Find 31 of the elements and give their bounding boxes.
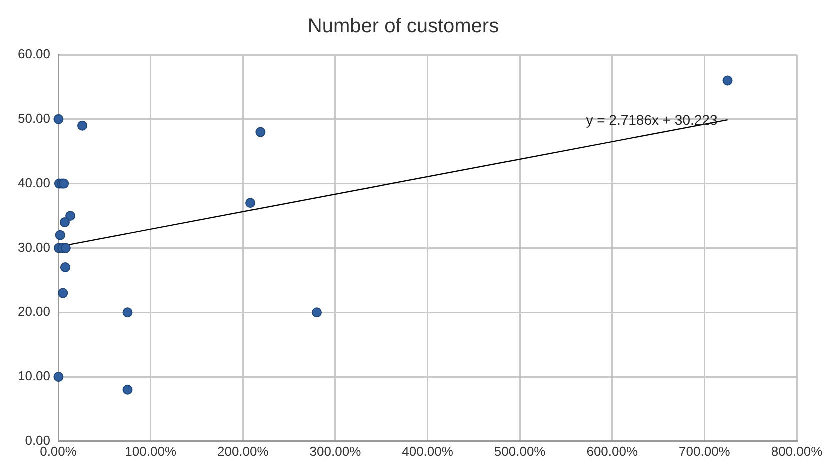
y-tick-label: 20.00: [18, 304, 51, 320]
point: [54, 114, 64, 124]
x-tick-label: 300.00%: [310, 444, 362, 459]
x-tick-label: 100.00%: [125, 444, 177, 459]
x-tick-label: 600.00%: [586, 444, 638, 459]
point: [55, 230, 66, 240]
point: [78, 120, 88, 131]
annotation: y = 2.7186x + 30.223: [586, 112, 718, 128]
point: [312, 308, 322, 318]
x-tick-label: 200.00%: [217, 444, 270, 459]
point: [722, 76, 733, 86]
point: [122, 308, 133, 318]
point: [54, 372, 64, 382]
y-tick-label: 40.00: [18, 175, 51, 190]
x-tick-label: 400.00%: [402, 444, 454, 459]
y-tick-label: 30.00: [18, 240, 51, 255]
point: [246, 198, 256, 208]
point: [60, 243, 71, 254]
point: [58, 288, 68, 298]
point: [66, 211, 76, 221]
chart-title: Number of customers: [308, 16, 500, 38]
point: [60, 217, 70, 228]
x-tick-label: 800.00%: [771, 444, 824, 459]
y-tick-label: 10.00: [18, 368, 51, 384]
point: [256, 127, 266, 138]
point: [122, 384, 133, 395]
y-tick-label: 60.00: [18, 46, 51, 62]
point: [60, 262, 70, 273]
x-tick-label: 500.00%: [494, 444, 546, 459]
x-tick-label: 700.00%: [679, 444, 731, 459]
y-tick-label: 50.00: [18, 110, 51, 126]
